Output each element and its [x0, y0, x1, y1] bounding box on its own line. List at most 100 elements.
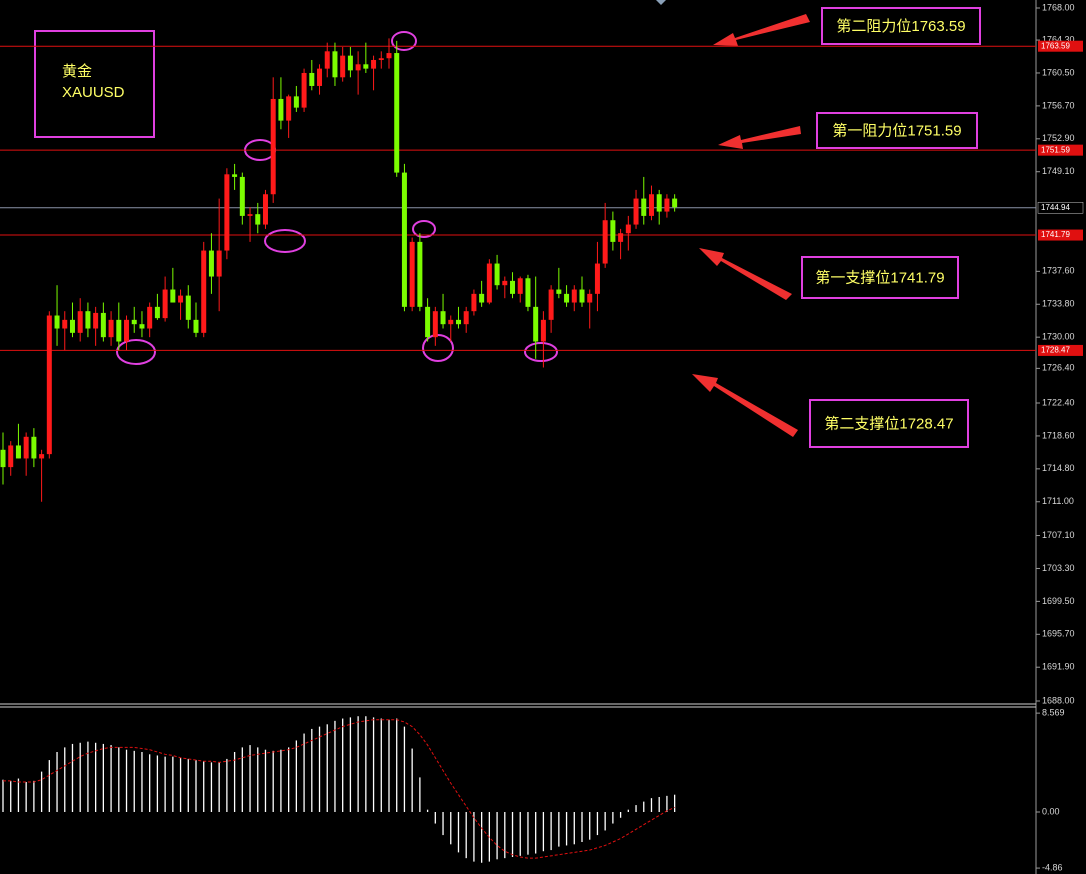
candle-body	[193, 319, 199, 333]
candle-body	[278, 98, 284, 121]
candle-body	[502, 280, 508, 286]
candle-body	[618, 233, 624, 242]
y-tick-label: 1760.50	[1042, 67, 1075, 77]
y-tick-label: 1749.10	[1042, 166, 1075, 176]
candle-body	[486, 263, 492, 303]
candle-body	[332, 51, 338, 78]
candle-body	[610, 220, 616, 242]
y-tick-label: 1714.80	[1042, 463, 1075, 473]
candle-body	[293, 96, 299, 108]
y-tick-label: 1752.90	[1042, 133, 1075, 143]
level-label-box	[816, 112, 978, 149]
candle-body	[185, 295, 191, 320]
price-tag	[1038, 229, 1083, 241]
price-tag-label: 1741.79	[1041, 230, 1070, 239]
candle-body	[363, 64, 369, 69]
y-tick-label: 1737.60	[1042, 266, 1075, 276]
price-tag-label: 1763.59	[1041, 41, 1070, 50]
scroll-marker	[656, 0, 666, 5]
candle-body	[93, 312, 99, 329]
level-label-box	[809, 399, 969, 448]
candle-body	[162, 289, 168, 319]
candle-body	[672, 198, 678, 208]
candle-body	[371, 59, 377, 69]
y-tick-label: 1711.00	[1042, 496, 1074, 506]
candle-body	[170, 289, 176, 303]
price-tag	[1038, 144, 1083, 156]
price-tag-label: 1728.47	[1041, 346, 1070, 355]
candle-body	[39, 454, 45, 459]
y-tick-label: 1699.50	[1042, 596, 1075, 606]
candle-body	[440, 311, 446, 325]
candle-body	[641, 198, 647, 216]
candle-body	[409, 241, 415, 307]
candle-body	[15, 445, 21, 459]
candle-body	[77, 311, 83, 333]
candle-body	[448, 319, 454, 325]
y-tick-label: 1707.10	[1042, 530, 1075, 540]
candle-body	[587, 293, 593, 303]
candle-body	[525, 278, 531, 307]
candle-body	[23, 436, 29, 459]
price-tag	[1038, 344, 1083, 356]
highlight-ellipse	[391, 31, 417, 51]
candle-body	[239, 176, 245, 216]
y-tick-label: 1691.90	[1042, 662, 1075, 672]
candle-body	[46, 315, 52, 455]
y-tick-label: 1730.00	[1042, 332, 1075, 342]
candle-body	[208, 250, 214, 277]
price-tag	[1038, 40, 1083, 52]
candle-body	[401, 172, 407, 307]
candle-body	[309, 72, 315, 86]
candle-body	[201, 250, 207, 333]
candle-body	[355, 64, 361, 71]
candle-body	[625, 224, 631, 234]
level-label: 第二支撑位1728.47	[824, 414, 953, 432]
candle-body	[664, 198, 670, 212]
y-tick-label: 1733.80	[1042, 299, 1075, 309]
candle-body	[571, 289, 577, 303]
candle-body	[317, 68, 323, 86]
candle-body	[286, 96, 292, 121]
candle-body	[232, 174, 238, 177]
arrow	[713, 14, 810, 46]
candle-body	[100, 312, 106, 338]
y-tick-label: 0.00	[1042, 806, 1060, 816]
candle-body	[463, 311, 469, 325]
candle-body	[247, 214, 253, 216]
level-label: 第一支撑位1741.79	[815, 268, 944, 286]
y-tick-label: 1718.60	[1042, 430, 1075, 440]
candle-body	[262, 194, 268, 225]
signal-line	[3, 719, 675, 859]
highlight-ellipse	[524, 342, 558, 362]
highlight-ellipse	[422, 334, 454, 362]
arrow	[718, 126, 801, 149]
candle-body	[324, 51, 330, 69]
candle-body	[147, 306, 153, 329]
y-tick-label: 8.569	[1042, 708, 1065, 718]
highlight-ellipse	[264, 229, 306, 253]
candle-body	[633, 198, 639, 225]
candle-body	[31, 436, 37, 459]
candle-body	[8, 445, 14, 468]
level-label: 第二阻力位1763.59	[836, 17, 965, 35]
candle-body	[0, 449, 6, 468]
symbol-box	[34, 30, 155, 138]
candle-body	[340, 55, 346, 78]
y-tick-label: 1726.40	[1042, 363, 1075, 373]
arrow	[692, 374, 798, 437]
candle-body	[108, 319, 114, 338]
candle-body	[656, 194, 662, 212]
y-tick-label: 1695.70	[1042, 629, 1075, 639]
candle-body	[540, 319, 546, 342]
highlight-ellipse	[412, 220, 436, 238]
candle-body	[579, 289, 585, 303]
arrows	[692, 14, 810, 437]
candle-body	[378, 58, 384, 60]
candle-body	[455, 319, 461, 325]
candle-body	[154, 306, 160, 319]
candle-body	[602, 220, 608, 264]
candle-body	[131, 319, 137, 325]
